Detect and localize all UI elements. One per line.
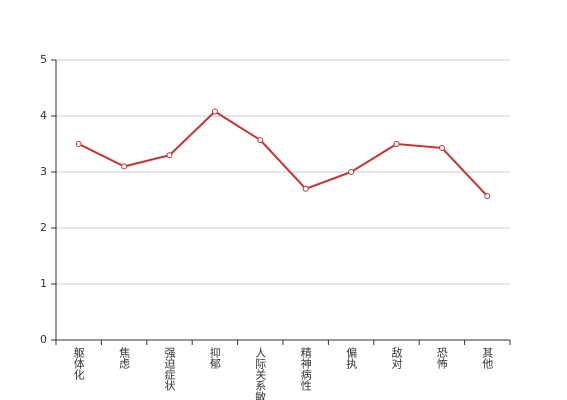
point	[211, 108, 218, 115]
y-tick-label: 0	[40, 333, 47, 346]
point	[75, 141, 82, 147]
y-tick-label: 2	[40, 221, 47, 234]
point	[257, 137, 264, 144]
point	[348, 169, 355, 175]
y-tick-label: 5	[40, 53, 47, 66]
x-tick-label: 敌对	[390, 346, 403, 369]
x-tick-label: 强迫症状	[163, 347, 176, 391]
x-tick-label: 人际关系敏感	[254, 347, 267, 400]
x-tick-label: 恐怖	[435, 347, 448, 369]
x-tick-label: 其他	[481, 347, 494, 369]
y-tick-label: 4	[40, 109, 47, 122]
point	[438, 144, 445, 151]
point	[302, 185, 309, 192]
line	[78, 110, 489, 197]
point	[166, 152, 173, 159]
x-tick-label: 躯体化	[72, 347, 85, 381]
x-tick-label: 精神病性	[299, 347, 312, 392]
point	[484, 193, 491, 200]
point	[393, 141, 400, 147]
x-tick-label: 焦虑	[118, 347, 131, 369]
x-tick-label: 偏执	[345, 346, 358, 370]
y-tick-label: 1	[40, 277, 47, 290]
x-tick-label: 抑郁	[208, 346, 221, 369]
y-tick-label: 3	[40, 165, 47, 178]
point	[121, 163, 128, 170]
